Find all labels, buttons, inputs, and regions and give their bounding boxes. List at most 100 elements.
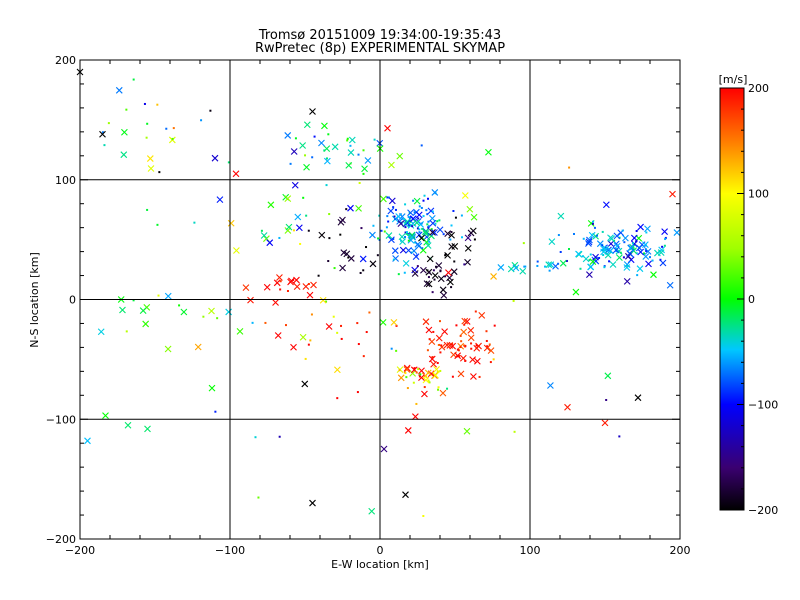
data-point-cross [84, 437, 91, 445]
data-point-dot [444, 275, 447, 278]
data-point-cross [673, 229, 681, 236]
data-point-dot [395, 349, 398, 352]
data-point-dot [260, 229, 263, 232]
data-point-dot [426, 349, 429, 352]
data-point-dot [403, 271, 406, 274]
data-point-cross [299, 333, 307, 341]
data-point-cross [464, 244, 472, 252]
data-point-dot [436, 361, 439, 364]
data-point-cross [557, 212, 565, 220]
data-point-cross [115, 86, 123, 94]
data-point-cross [415, 242, 423, 250]
data-point-dot [460, 340, 463, 343]
chart-subtitle: RwPretec (8p) EXPERIMENTAL SKYMAP [255, 41, 505, 56]
data-point-cross [641, 241, 649, 248]
data-point-cross [429, 219, 437, 227]
data-point-cross [355, 204, 362, 212]
data-point-dot [446, 387, 449, 390]
data-point-dot [437, 386, 440, 389]
data-point-dot [376, 254, 379, 257]
data-point-cross [274, 332, 282, 339]
data-point-dot [635, 230, 638, 233]
data-point-dot [428, 381, 431, 384]
data-point-cross [606, 247, 614, 255]
data-point-cross [467, 334, 475, 342]
data-point-cross [616, 254, 623, 262]
data-point-cross [144, 425, 151, 433]
data-point-cross [387, 207, 395, 215]
data-point-cross [388, 236, 395, 244]
data-point-dot [416, 265, 419, 268]
data-point-cross [413, 197, 421, 205]
data-point-dot [565, 259, 568, 262]
data-point-dot [278, 435, 281, 438]
data-point-dot [513, 430, 516, 433]
data-point-dot [393, 215, 396, 218]
data-point-cross [422, 376, 430, 384]
data-point-cross [432, 371, 439, 379]
data-point-dot [450, 224, 453, 227]
data-point-cross [301, 380, 309, 388]
data-point-dot [103, 144, 106, 147]
data-point-cross [284, 195, 292, 202]
data-point-cross [592, 253, 599, 261]
data-point-dot [568, 166, 571, 169]
data-point-dot [459, 346, 462, 349]
data-point-cross [437, 275, 445, 283]
data-point-dot [408, 235, 411, 238]
data-point-cross [318, 231, 326, 239]
data-point-cross [490, 273, 497, 280]
data-point-dot [345, 208, 348, 211]
data-point-cross [405, 246, 412, 254]
data-point-dot [317, 274, 320, 277]
data-point-cross [587, 263, 594, 271]
data-point-cross [339, 216, 346, 224]
data-point-dot [596, 234, 599, 237]
data-point-dot [415, 402, 418, 405]
axis-ticks [79, 59, 681, 540]
data-point-cross [403, 366, 411, 373]
data-point-dot [216, 317, 219, 320]
data-point-dot [407, 233, 410, 236]
data-point-dot [420, 206, 423, 209]
data-point-dot [362, 149, 365, 152]
data-point-cross [347, 204, 354, 212]
data-point-cross [216, 196, 224, 204]
data-point-dot [417, 217, 420, 220]
data-point-dot [661, 245, 664, 248]
data-point-cross [564, 403, 571, 411]
data-point-dot [200, 119, 203, 122]
data-point-dot [407, 239, 410, 242]
data-point-cross [454, 352, 462, 360]
data-point-dot [302, 196, 305, 199]
data-point-cross [364, 157, 372, 164]
data-point-dot [415, 371, 418, 374]
data-point-dot [146, 208, 149, 211]
data-point-cross [602, 245, 610, 253]
data-point-dot [663, 244, 666, 247]
data-point-cross [266, 239, 274, 247]
data-point-cross [425, 326, 433, 334]
data-point-dot [340, 324, 343, 327]
data-point-dot [438, 320, 441, 323]
data-point-dot [394, 208, 397, 211]
data-point-dot [421, 247, 424, 250]
data-point-cross [588, 231, 596, 239]
data-point-dot [455, 324, 458, 327]
data-point-dot [474, 310, 477, 313]
data-point-dot [333, 267, 336, 270]
data-point-dot [202, 315, 205, 318]
x-tick-label: 0 [377, 544, 384, 557]
data-point-cross [512, 264, 520, 272]
data-point-dot [427, 226, 430, 229]
data-point-cross [613, 232, 621, 240]
data-point-dot [398, 369, 401, 372]
data-point-cross [440, 291, 448, 299]
data-point-dot [427, 239, 430, 242]
data-point-dot [635, 240, 638, 243]
data-point-cross [380, 445, 388, 453]
data-point-cross [402, 491, 409, 499]
data-point-cross [276, 274, 283, 281]
data-point-dot [651, 259, 654, 262]
